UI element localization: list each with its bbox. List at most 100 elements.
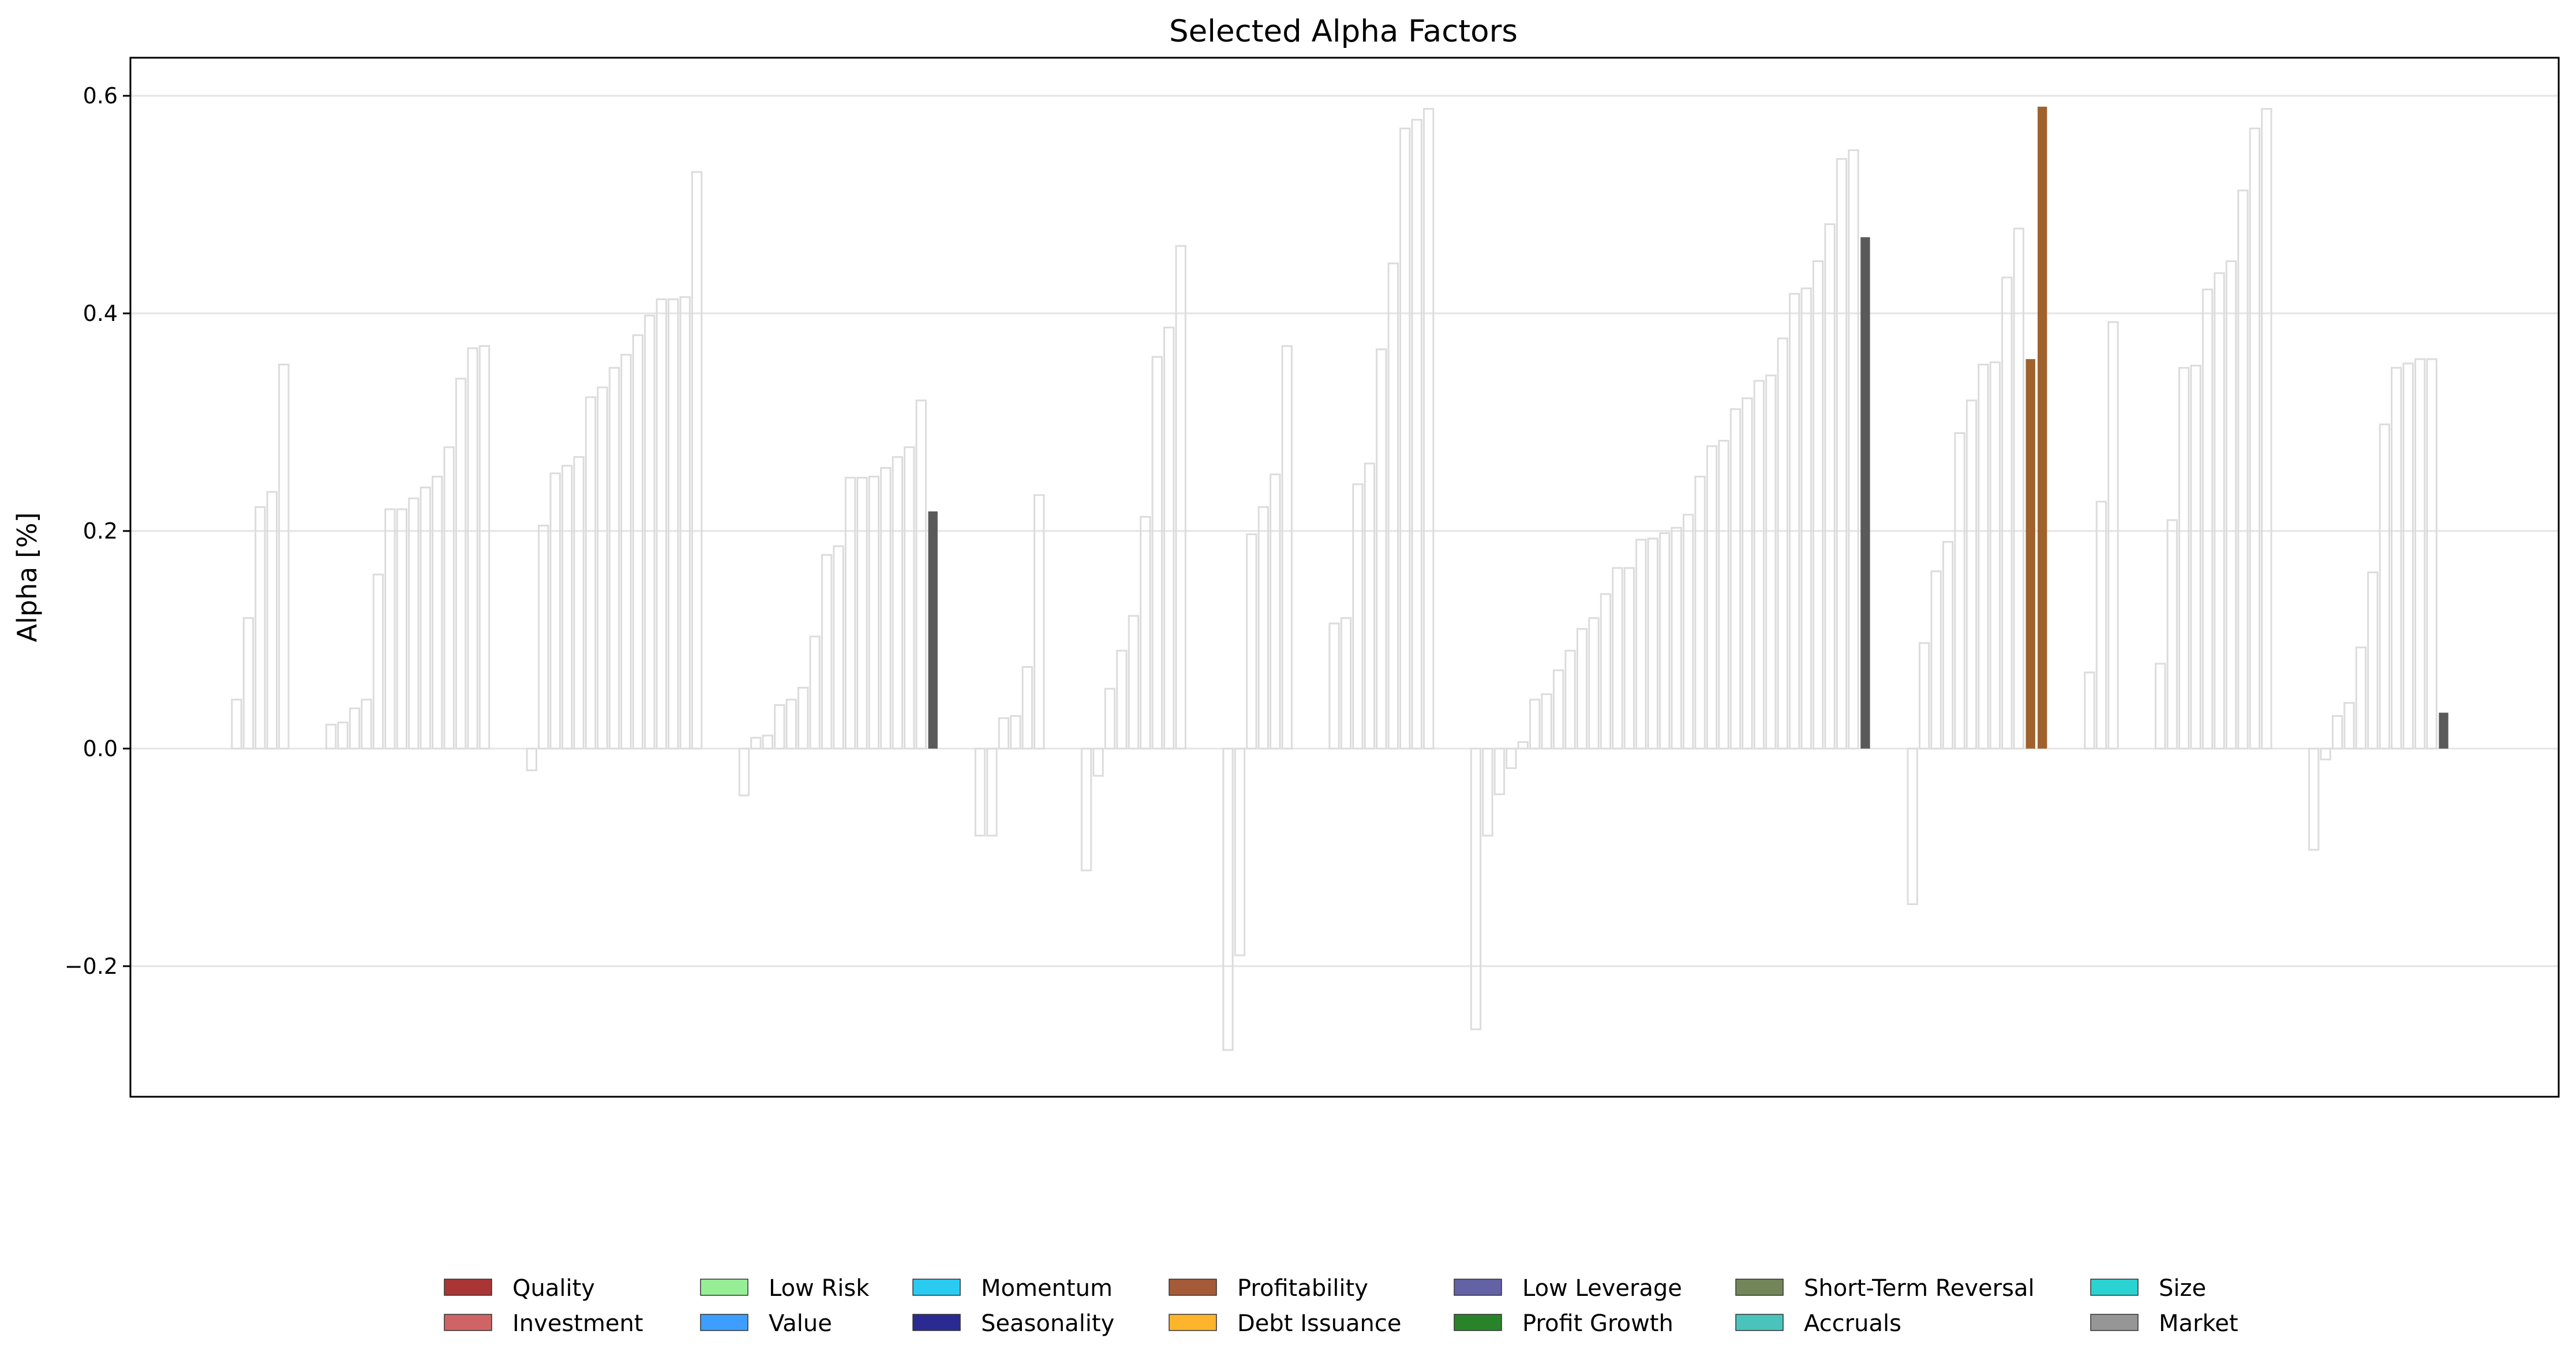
bar	[1552, 669, 1564, 750]
bar	[2261, 108, 2272, 750]
bar	[1942, 541, 1954, 750]
legend-swatch	[2090, 1314, 2139, 1331]
bar	[266, 491, 278, 750]
legend-label: Debt Issuance	[1237, 1310, 1402, 1337]
bar	[1104, 687, 1116, 750]
bar	[1517, 741, 1529, 750]
bar	[1116, 649, 1128, 750]
bar	[561, 465, 573, 750]
bar	[1800, 287, 1812, 750]
legend-swatch	[912, 1279, 961, 1296]
bar	[2084, 671, 2095, 750]
bar	[915, 399, 927, 750]
bar	[573, 456, 585, 750]
bar	[1564, 649, 1576, 750]
bar	[1529, 698, 1541, 750]
bar	[821, 554, 833, 750]
bar	[1965, 399, 1978, 750]
legend-label: Value	[769, 1310, 832, 1337]
bar	[538, 524, 549, 750]
legend-label: Accruals	[1804, 1310, 1901, 1337]
y-tick-label: 0.4	[83, 301, 118, 326]
bar	[1270, 473, 1281, 750]
bar	[974, 748, 986, 837]
bar	[254, 506, 266, 750]
bar	[1635, 539, 1647, 750]
bar	[1623, 567, 1635, 750]
y-tick-label: 0.2	[83, 518, 118, 544]
bar	[2178, 367, 2190, 750]
legend-swatch	[1735, 1279, 1784, 1296]
bar	[1600, 593, 1612, 750]
bar	[1387, 262, 1399, 750]
bar	[2249, 128, 2260, 750]
bar	[585, 396, 597, 750]
bar	[1092, 748, 1104, 777]
bar	[880, 467, 892, 750]
bar	[1222, 748, 1234, 1051]
bar	[1364, 462, 1376, 750]
legend-label: Investment	[512, 1310, 643, 1337]
bar	[1978, 364, 1989, 750]
bar	[738, 748, 750, 797]
bar	[396, 508, 408, 750]
bar	[1376, 348, 1387, 750]
bar	[467, 347, 478, 750]
bar	[2308, 748, 2320, 851]
y-axis-label: Alpha [%]	[12, 512, 43, 642]
bar	[1930, 570, 1942, 750]
bar	[1234, 748, 1246, 956]
bar	[1034, 494, 1045, 750]
selected-bar	[1860, 237, 1870, 749]
legend-swatch	[700, 1314, 748, 1331]
bar	[691, 171, 703, 750]
bar	[2237, 189, 2249, 750]
bar	[2426, 358, 2438, 750]
legend-label: Profitability	[1237, 1275, 1368, 1302]
bar	[1175, 245, 1186, 750]
legend-swatch	[444, 1279, 492, 1296]
bar	[2367, 571, 2379, 750]
bar	[1010, 715, 1021, 750]
bar	[549, 472, 561, 750]
bar	[1281, 345, 1293, 750]
bar	[608, 367, 620, 750]
bar	[1422, 108, 1435, 750]
bar	[1682, 514, 1694, 750]
bar	[1588, 617, 1600, 750]
bar	[384, 508, 396, 750]
selected-bar	[928, 511, 938, 749]
legend-swatch	[1454, 1279, 1502, 1296]
bar	[998, 717, 1010, 750]
bar	[620, 354, 632, 750]
bar	[242, 617, 254, 750]
bar	[231, 698, 242, 750]
legend-label: Market	[2159, 1310, 2238, 1337]
bar	[1340, 617, 1352, 750]
bar	[2190, 364, 2201, 750]
bar	[1612, 567, 1623, 750]
bar	[2155, 663, 2166, 750]
bar	[2331, 715, 2343, 750]
bar	[1789, 293, 1800, 750]
bar	[1671, 526, 1682, 750]
bar	[1659, 532, 1671, 750]
bar	[2095, 500, 2107, 750]
bar	[2214, 272, 2225, 750]
bar	[1506, 748, 1517, 769]
legend-swatch	[1169, 1279, 1217, 1296]
bar	[1257, 506, 1270, 750]
bar	[1541, 693, 1552, 750]
selected-bar	[2037, 106, 2047, 749]
bar	[1493, 748, 1506, 795]
legend-swatch	[1735, 1314, 1784, 1331]
bar	[408, 497, 420, 750]
bar	[455, 378, 467, 750]
bar	[478, 345, 491, 750]
legend-label: Quality	[512, 1275, 595, 1302]
bar	[1907, 748, 1918, 905]
bar	[1918, 642, 1930, 750]
bar	[337, 722, 349, 750]
bar	[762, 734, 774, 750]
bar	[2201, 288, 2214, 750]
